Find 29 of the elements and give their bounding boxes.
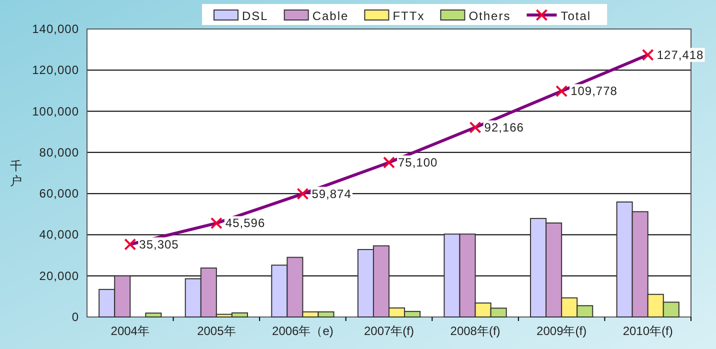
y-tick-label: 40,000 [39, 228, 79, 242]
legend-label: Cable [312, 9, 349, 23]
data-label: 109,778 [570, 84, 618, 98]
y-tick-label: 100,000 [32, 104, 79, 118]
x-tick-label: 2009年(f) [536, 324, 587, 338]
bar [145, 312, 162, 318]
y-tick-label: 60,000 [39, 186, 79, 201]
legend-label: DSL [242, 9, 268, 23]
x-tick-label: 2008年(f) [450, 324, 500, 338]
y-tick-label: 80,000 [39, 145, 79, 160]
y-axis-title: 千户 [10, 159, 22, 188]
x-tick-label: 2005年 [197, 324, 236, 338]
legend-label: FTTx [392, 9, 425, 23]
legend-label: Total [560, 9, 592, 23]
data-label: 35,305 [139, 237, 179, 252]
y-tick-label: 20,000 [39, 268, 79, 283]
data-label: 59,874 [312, 186, 352, 201]
x-tick-label: 2010年(f) [622, 324, 673, 338]
x-tick-label: 2006年（e) [272, 324, 334, 338]
data-label: 75,100 [398, 156, 438, 170]
y-tick-label: 120,000 [32, 63, 79, 78]
y-tick-label: 140,000 [32, 22, 79, 36]
data-label: 92,166 [484, 120, 524, 134]
legend-label: Others [468, 9, 511, 23]
y-tick-label: 0 [72, 310, 79, 324]
data-label: 127,418 [656, 48, 704, 62]
x-tick-label: 2007年(f) [364, 324, 414, 338]
x-tick-label: 2004年 [110, 324, 150, 338]
data-label: 45,596 [225, 216, 266, 230]
